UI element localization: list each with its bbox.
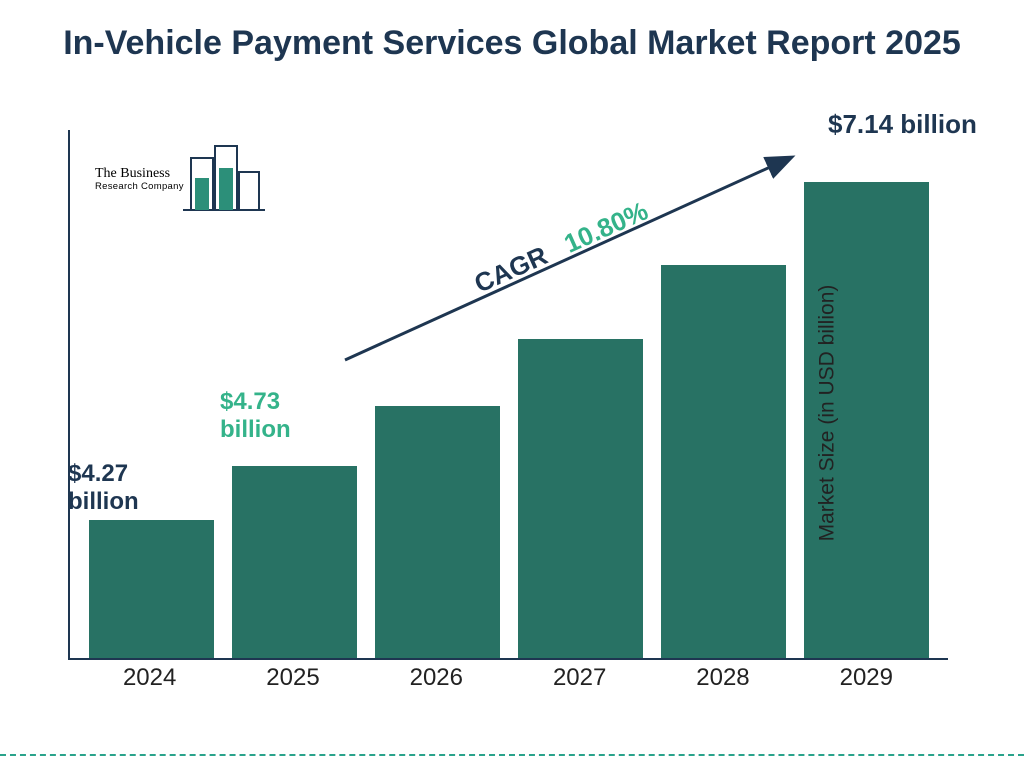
x-label: 2029 [804, 664, 929, 692]
bar-chart: CAGR 10.80% $4.27 billion$4.73 billion$7… [68, 130, 948, 695]
bottom-divider [0, 754, 1024, 756]
x-label: 2025 [230, 664, 355, 692]
x-label: 2026 [374, 664, 499, 692]
y-axis-label: Market Size (in USD billion) [816, 284, 840, 541]
x-label: 2027 [517, 664, 642, 692]
value-label: $4.73 billion [220, 388, 340, 443]
chart-title: In-Vehicle Payment Services Global Marke… [0, 0, 1024, 65]
x-label: 2024 [87, 664, 212, 692]
x-label: 2028 [660, 664, 785, 692]
x-axis-labels: 2024 2025 2026 2027 2028 2029 [68, 664, 948, 692]
value-label: $7.14 billion [828, 110, 1024, 140]
value-label: $4.27 billion [68, 460, 188, 515]
